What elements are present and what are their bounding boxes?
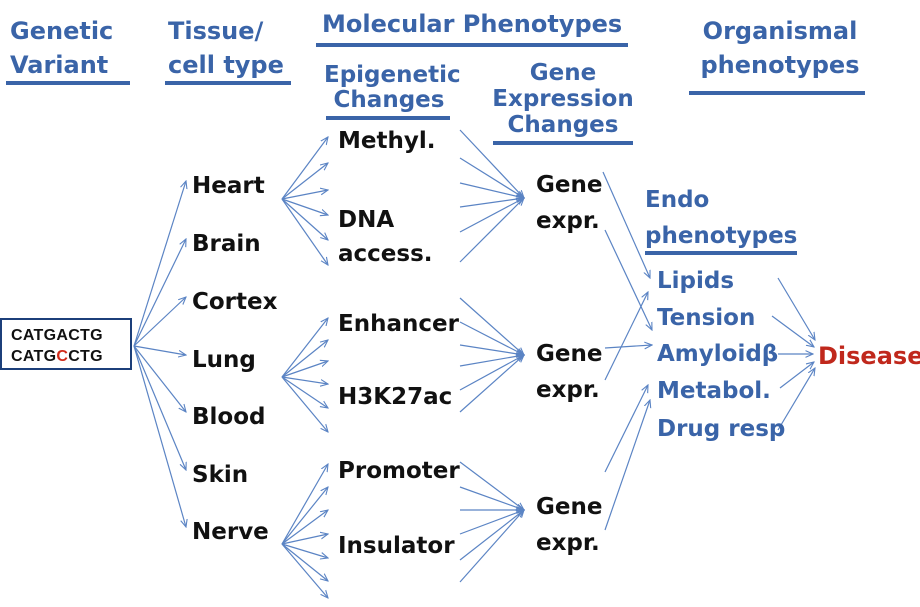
arrow-nerve-to-mark-1 <box>281 487 328 545</box>
arrow-variant-to-tissue-1 <box>133 239 186 347</box>
mark-enhancer: Enhancer <box>338 311 459 337</box>
arrow-lung-to-mark-5 <box>281 376 328 432</box>
reference-sequence: CATGACTG <box>11 327 103 344</box>
arrow-mark-to-gene2-1 <box>459 321 524 355</box>
tissue-brain: Brain <box>192 231 261 257</box>
variant-sequence: CATGCCTG <box>11 348 103 365</box>
endo-amyloid: Amyloidβ <box>657 341 779 367</box>
arrow-mark-to-gene1-5 <box>459 198 524 263</box>
genetic-variant-underline <box>6 81 130 85</box>
arrow-lung-to-mark-3 <box>281 376 328 384</box>
arrow-variant-to-tissue-3 <box>133 345 186 355</box>
arrow-mark-to-gene1-1 <box>459 157 524 198</box>
mark-methylation: Methyl. <box>338 128 436 154</box>
arrow-heart-to-mark-3 <box>281 198 328 215</box>
molecular-underline <box>316 43 628 47</box>
arrow-mark-to-gene3-3 <box>459 510 524 535</box>
header-epigenetic-changes: Epigenetic Changes <box>324 62 461 113</box>
endo-drug-response: Drug resp <box>657 416 786 442</box>
tissue-heart: Heart <box>192 173 265 199</box>
organismal-underline <box>689 91 865 95</box>
arrow-nerve-to-mark-2 <box>281 510 328 545</box>
arrow-nerve-to-mark-3 <box>281 534 328 545</box>
header-genetic-variant: Genetic Variant <box>10 17 114 79</box>
arrow-gene1-to-lipids <box>602 171 650 278</box>
arrow-gene3-to-metabol <box>604 385 648 473</box>
tissue-blood: Blood <box>192 404 266 430</box>
arrow-lung-to-mark-4 <box>281 376 328 408</box>
arrow-lipids-to-disease <box>777 277 815 340</box>
arrow-mark-to-gene1-0 <box>459 129 524 198</box>
arrow-mark-to-gene2-0 <box>459 297 524 355</box>
arrow-tension-to-disease <box>771 315 814 347</box>
mutated-base: C <box>56 348 69 365</box>
arrow-variant-to-tissue-2 <box>133 297 186 347</box>
arrow-heart-to-mark-4 <box>281 198 328 240</box>
arrow-lung-to-mark-0 <box>281 318 328 378</box>
arrow-gene2-to-lipids <box>604 292 648 381</box>
header-molecular-phenotypes: Molecular Phenotypes <box>322 10 623 38</box>
endo-underline <box>645 251 797 255</box>
arrow-variant-to-tissue-6 <box>133 345 186 527</box>
mark-dna-access: DNA access. <box>338 207 433 267</box>
arrow-mark-to-gene1-3 <box>459 198 524 208</box>
gene-expr-3: Gene expr. <box>536 494 603 556</box>
endo-tension: Tension <box>657 305 756 331</box>
mark-promoter: Promoter <box>338 458 460 484</box>
arrow-metabol-to-disease <box>779 362 814 389</box>
endo-metabolism: Metabol. <box>657 378 771 404</box>
arrow-mark-to-gene2-3 <box>459 355 524 367</box>
arrow-variant-to-tissue-0 <box>133 181 186 347</box>
arrow-mark-to-gene3-0 <box>459 461 524 510</box>
arrow-mark-to-gene3-1 <box>459 486 524 510</box>
arrow-gene1-to-tension <box>604 229 652 330</box>
arrow-mark-to-gene2-4 <box>459 355 524 391</box>
arrow-mark-to-gene2-2 <box>459 344 524 355</box>
arrow-gene3-to-drug <box>604 400 650 531</box>
mark-h3k27ac: H3K27ac <box>338 384 453 410</box>
header-endophenotypes: Endo phenotypes <box>645 187 798 249</box>
arrow-lung-to-mark-2 <box>281 361 328 378</box>
arrow-nerve-to-mark-6 <box>281 543 328 598</box>
arrow-mark-to-gene3-5 <box>459 510 524 583</box>
arrow-mark-to-gene1-4 <box>459 198 524 233</box>
tissue-nerve: Nerve <box>192 519 269 545</box>
arrow-nerve-to-mark-5 <box>281 543 328 581</box>
disease-label: Disease <box>818 342 920 370</box>
arrow-nerve-to-mark-0 <box>281 464 328 545</box>
arrow-heart-to-mark-1 <box>281 163 328 200</box>
tissue-skin: Skin <box>192 462 249 488</box>
endo-lipids: Lipids <box>657 268 735 294</box>
gene-expr-2: Gene expr. <box>536 341 603 403</box>
mark-insulator: Insulator <box>338 533 455 559</box>
arrow-gene2-to-amyloid <box>604 345 652 348</box>
gene-expression-underline <box>493 141 633 145</box>
tissue-underline <box>165 81 291 85</box>
epigenetic-underline <box>326 116 450 120</box>
arrow-variant-to-tissue-4 <box>133 345 186 412</box>
header-tissue: Tissue/ cell type <box>168 17 284 79</box>
arrow-lung-to-mark-1 <box>281 340 328 378</box>
arrow-drug-to-disease <box>777 368 815 431</box>
arrow-heart-to-mark-2 <box>281 190 328 200</box>
gene-expr-1: Gene expr. <box>536 172 603 234</box>
variant-sequence-box: CATGACTG CATGCCTG <box>0 318 132 370</box>
arrow-nerve-to-mark-4 <box>281 543 328 558</box>
header-organismal: Organismal phenotypes <box>700 17 860 79</box>
arrow-heart-to-mark-5 <box>281 198 328 265</box>
arrow-heart-to-mark-0 <box>281 137 328 200</box>
header-gene-expression-changes: Gene Expression Changes <box>492 60 634 138</box>
arrow-mark-to-gene3-4 <box>459 510 524 561</box>
arrow-mark-to-gene2-5 <box>459 355 524 413</box>
arrow-variant-to-tissue-5 <box>133 345 186 470</box>
tissue-cortex: Cortex <box>192 289 278 315</box>
arrow-mark-to-gene1-2 <box>459 182 524 198</box>
tissue-lung: Lung <box>192 347 256 373</box>
